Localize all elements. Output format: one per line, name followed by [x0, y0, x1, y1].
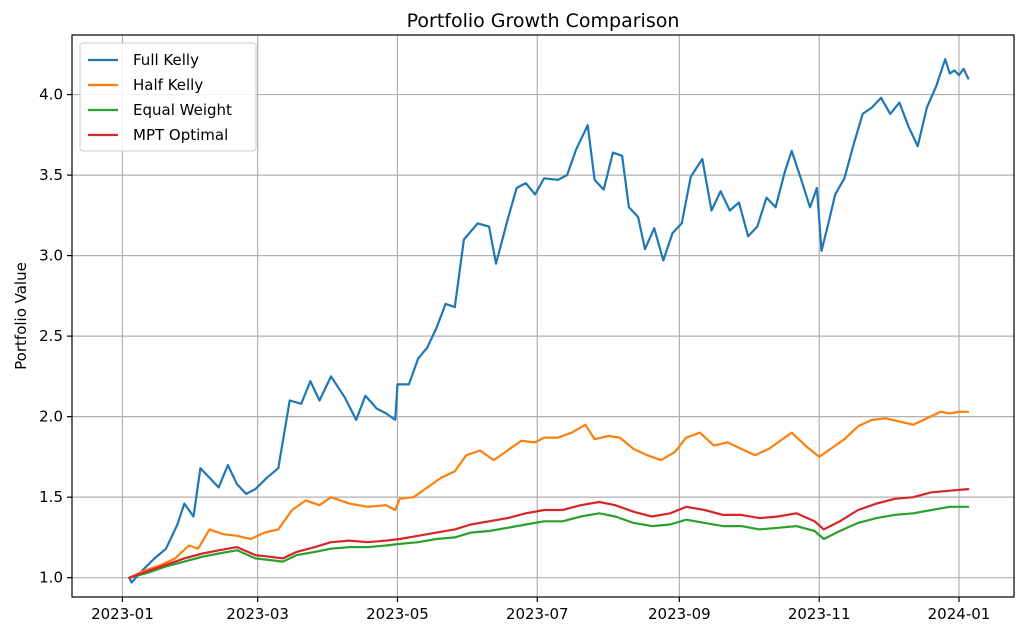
axis-ticks: 2023-01 2023-03 2023-05 2023-07 2023-09 2023-…	[39, 86, 990, 623]
series-lines	[128, 58, 970, 584]
y-tick-label: 3.5	[39, 166, 63, 184]
y-tick-label: 4.0	[39, 86, 63, 104]
chart-title: Portfolio Growth Comparison	[407, 10, 680, 32]
y-tick-label: 2.0	[39, 408, 63, 426]
plot-area-frame	[71, 34, 1015, 598]
legend-box	[79, 42, 257, 152]
series-line-full-kelly	[128, 58, 970, 584]
series-line-half-kelly	[128, 410, 970, 579]
y-tick-label: 1.5	[39, 488, 63, 506]
y-tick-label: 1.0	[39, 569, 63, 587]
legend: Full Kelly Half Kelly Equal Weight MPT Opti…	[79, 42, 257, 152]
x-tick-label: 2023-11	[788, 605, 851, 623]
x-tick-label: 2023-09	[648, 605, 711, 623]
y-axis-label: Portfolio Value	[12, 262, 30, 370]
y-tick-label: 3.0	[39, 247, 63, 265]
x-tick-label: 2023-07	[506, 605, 569, 623]
series-line-equal-weight	[128, 505, 970, 579]
x-tick-label: 2023-01	[91, 605, 154, 623]
series-line-mpt-optimal	[128, 488, 970, 579]
x-tick-label: 2023-05	[366, 605, 429, 623]
legend-label: Equal Weight	[133, 101, 232, 119]
legend-label: Half Kelly	[133, 76, 203, 94]
legend-label: Full Kelly	[133, 51, 199, 69]
y-tick-label: 2.5	[39, 327, 63, 345]
x-tick-label: 2024-01	[928, 605, 991, 623]
grid-lines	[72, 35, 1014, 597]
legend-label: MPT Optimal	[133, 126, 228, 144]
x-tick-label: 2023-03	[226, 605, 289, 623]
